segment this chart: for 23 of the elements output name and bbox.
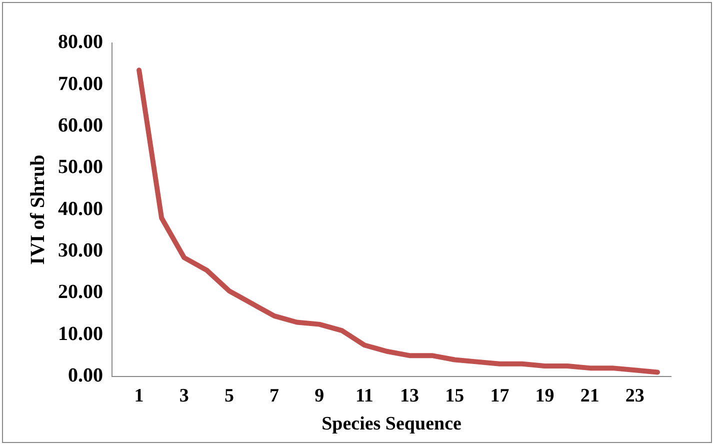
x-tick-label: 17 bbox=[490, 386, 510, 407]
y-tick-label: 0.00 bbox=[68, 364, 103, 387]
x-tick-label: 1 bbox=[134, 386, 144, 407]
x-tick-label: 5 bbox=[224, 386, 234, 407]
x-tick-label: 3 bbox=[179, 386, 189, 407]
x-tick-label: 15 bbox=[445, 386, 464, 407]
x-tick-label: 21 bbox=[580, 386, 600, 407]
x-tick-label: 19 bbox=[535, 386, 554, 407]
y-tick-label: 70.00 bbox=[58, 72, 103, 95]
x-tick-label: 13 bbox=[400, 386, 420, 407]
y-tick-label: 20.00 bbox=[58, 281, 103, 304]
x-tick-label: 11 bbox=[355, 386, 374, 407]
y-tick-label: 10.00 bbox=[58, 322, 103, 345]
x-tick-label: 23 bbox=[625, 386, 644, 407]
x-tick-label: 9 bbox=[314, 386, 324, 407]
y-tick-label: 50.00 bbox=[58, 156, 103, 178]
y-tick-label: 60.00 bbox=[58, 114, 103, 137]
y-tick-label: 80.00 bbox=[58, 31, 103, 54]
x-tick-label: 7 bbox=[270, 386, 280, 407]
y-tick-label: 40.00 bbox=[58, 198, 103, 220]
y-axis-title: IVI of Shrub bbox=[27, 154, 50, 265]
y-tick-label: 30.00 bbox=[58, 240, 103, 262]
x-axis-title: Species Sequence bbox=[322, 414, 462, 435]
